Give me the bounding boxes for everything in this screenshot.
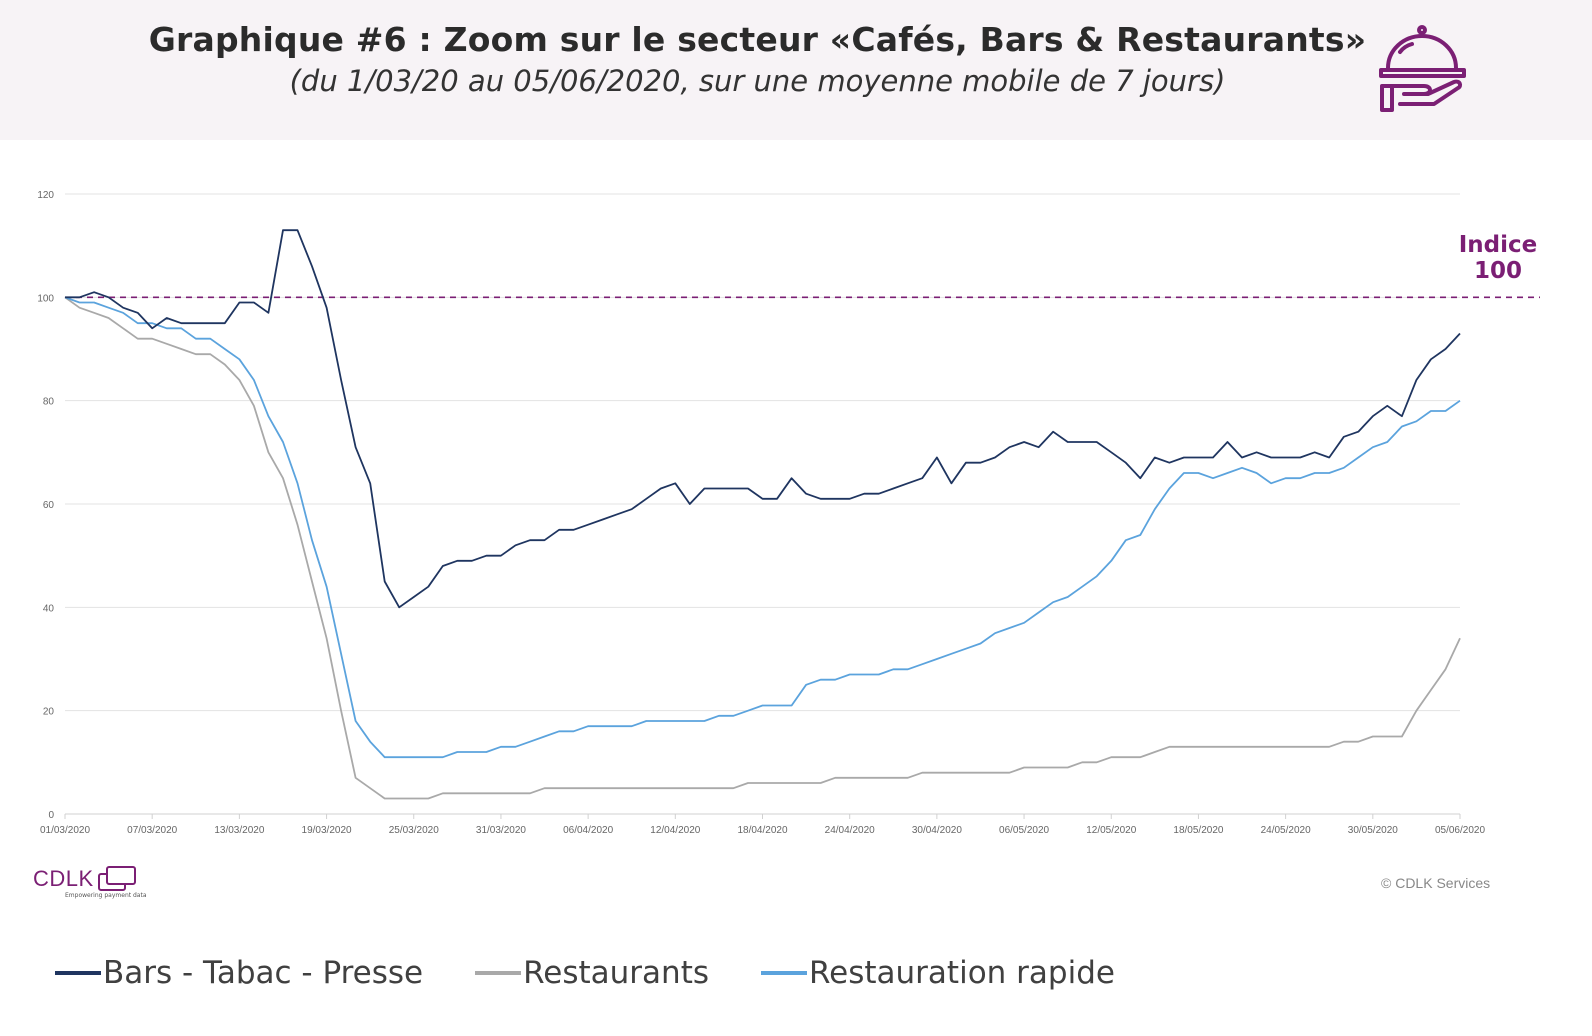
logo-tagline: Empowering payment data (65, 892, 147, 899)
indice-100-annotation: Indice 100 (1452, 232, 1544, 284)
legend-label: Restauration rapide (809, 955, 1115, 991)
legend-label: Restaurants (523, 955, 710, 991)
y-tick-label: 0 (48, 810, 54, 821)
legend-item-restauration-rapide: Restauration rapide (761, 955, 1115, 991)
x-tick-label: 18/04/2020 (737, 825, 787, 836)
x-tick-label: 30/05/2020 (1348, 825, 1398, 836)
y-tick-label: 60 (43, 500, 55, 511)
legend-swatch (55, 971, 101, 975)
x-tick-label: 06/04/2020 (563, 825, 613, 836)
series-line-restauration-rapide (64, 296, 1461, 759)
legend-label: Bars - Tabac - Presse (103, 955, 424, 991)
series-line-bars-tabac-presse (65, 229, 1461, 609)
legend: Bars - Tabac - Presse Restaurants Restau… (55, 955, 1167, 991)
x-tick-label: 25/03/2020 (389, 825, 439, 836)
x-tick-label: 12/04/2020 (650, 825, 700, 836)
x-tick-label: 24/04/2020 (825, 825, 875, 836)
y-tick-label: 40 (43, 603, 55, 614)
legend-swatch (761, 971, 808, 975)
x-tick-label: 06/05/2020 (999, 825, 1049, 836)
x-tick-label: 05/06/2020 (1435, 825, 1485, 836)
y-tick-label: 120 (37, 190, 54, 201)
y-tick-label: 20 (43, 707, 55, 718)
legend-item-bars: Bars - Tabac - Presse (55, 955, 423, 991)
chart-subtitle: (du 1/03/20 au 05/06/2020, sur une moyen… (289, 64, 1226, 98)
cdlk-logo: CDLK Empowering payment data (33, 866, 147, 899)
indice-label: Indice (1458, 232, 1538, 258)
chart-title: Graphique #6 : Zoom sur le secteur «Café… (148, 20, 1367, 59)
copyright: © CDLK Services (1381, 875, 1491, 891)
x-tick-label: 31/03/2020 (476, 825, 526, 836)
series-line-restaurants (64, 296, 1461, 800)
logo-text: CDLK (33, 866, 94, 891)
header-banner: Graphique #6 : Zoom sur le secteur «Café… (0, 0, 1592, 140)
x-tick-label: 07/03/2020 (127, 825, 177, 836)
y-tick-label: 80 (43, 397, 55, 408)
legend-item-restaurants: Restaurants (475, 955, 709, 991)
x-tick-label: 13/03/2020 (214, 825, 264, 836)
legend-swatch (475, 971, 522, 975)
x-tick-label: 24/05/2020 (1261, 825, 1311, 836)
x-tick-label: 18/05/2020 (1173, 825, 1223, 836)
x-tick-label: 12/05/2020 (1086, 825, 1136, 836)
y-tick-label: 100 (37, 293, 54, 304)
serving-cloche-icon (1379, 25, 1466, 112)
x-tick-label: 30/04/2020 (912, 825, 962, 836)
indice-value: 100 (1473, 258, 1522, 284)
x-tick-label: 19/03/2020 (302, 825, 352, 836)
cards-icon (98, 866, 136, 891)
x-tick-label: 01/03/2020 (40, 825, 90, 836)
